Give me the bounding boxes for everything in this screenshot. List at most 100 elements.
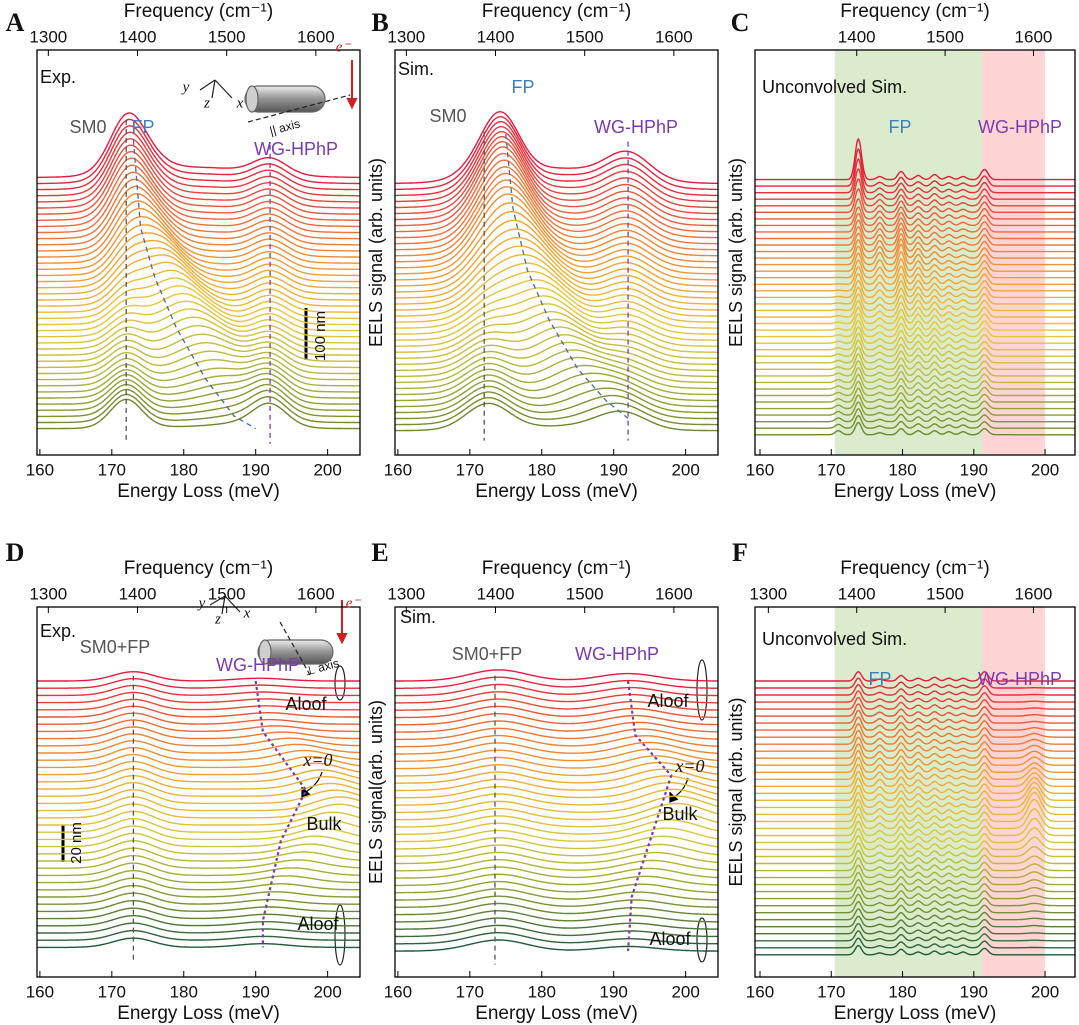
x-axis-label: Energy Loss (meV) — [834, 1003, 997, 1024]
spectrum — [755, 306, 1075, 325]
spectrum — [37, 157, 360, 221]
annotation: 100 nm — [312, 311, 329, 361]
spectrum — [755, 243, 1075, 266]
spectrum — [37, 803, 361, 819]
x2-tick-label: 1300 — [387, 584, 425, 603]
spectrum — [395, 136, 718, 215]
spectrum — [37, 350, 360, 375]
annotation: FP — [888, 117, 911, 137]
spectrum — [395, 843, 719, 857]
x2-axis-label: Frequency (cm⁻¹) — [482, 558, 631, 579]
spectrum — [395, 110, 719, 185]
x2-tick-label: 1600 — [655, 27, 693, 46]
spectrum — [755, 367, 1075, 384]
spectrum — [755, 326, 1075, 344]
x-tick-label: 180 — [528, 460, 556, 479]
spectrum — [395, 334, 718, 371]
spectrum — [755, 835, 1075, 851]
spectrum — [395, 734, 719, 748]
spectrum — [755, 743, 1075, 759]
x-tick-label: 190 — [242, 982, 270, 1001]
x2-axis-label: Frequency (cm⁻¹) — [482, 1, 631, 22]
annotation: WG-HPhP — [978, 117, 1062, 137]
spectrum — [395, 341, 718, 378]
x-tick-label: 200 — [671, 460, 699, 479]
shaded-region — [982, 50, 1046, 455]
spectrum — [755, 791, 1075, 816]
spectrum — [755, 250, 1075, 272]
spectrum — [37, 869, 360, 884]
spectrum — [395, 676, 718, 689]
spectrum — [395, 720, 718, 733]
spectrum — [755, 178, 1075, 207]
spectrum — [395, 326, 718, 365]
spectrum — [755, 168, 1075, 200]
spectrum — [37, 232, 360, 283]
spectrum — [395, 279, 718, 329]
annotation: Bulk — [662, 804, 698, 824]
spectrum — [395, 372, 718, 402]
plot-frame — [394, 606, 719, 978]
x2-tick-label: 1500 — [926, 27, 964, 46]
spectrum — [37, 308, 360, 344]
x-tick-label: 160 — [26, 460, 54, 479]
spectrum — [755, 930, 1075, 942]
x-tick-label: 170 — [98, 460, 126, 479]
spectrum — [37, 818, 361, 833]
annotation: WG-HPhP — [254, 139, 338, 159]
annotation: WG-HPhP — [216, 655, 300, 675]
spectrum — [36, 150, 360, 215]
spectrum — [394, 287, 718, 335]
spectrum — [37, 216, 360, 270]
x-tick-label: 170 — [98, 982, 126, 1001]
x2-axis-label: Frequency (cm⁻¹) — [124, 1, 273, 22]
guide-line — [132, 139, 257, 430]
spectrum — [37, 393, 360, 424]
spectrum — [37, 285, 360, 326]
spectrum — [395, 185, 718, 263]
spectrum — [395, 727, 718, 741]
x-tick-label: 190 — [960, 460, 988, 479]
y-axis-label: EELS signal (arb. units) — [726, 158, 746, 347]
spectrum — [395, 349, 718, 384]
annotation: Aloof — [297, 914, 339, 934]
spectrum — [37, 832, 361, 848]
spectrum — [37, 719, 360, 733]
spectrum — [37, 937, 360, 949]
spectrum — [37, 929, 360, 941]
spectrum — [395, 795, 719, 814]
spectrum — [37, 877, 360, 891]
spectrum — [37, 670, 360, 682]
panel: 160 170 180 190 200 1300 1400 1500 1600 Energy Lo… — [6, 538, 362, 1024]
spectrum — [755, 198, 1075, 220]
insets — [61, 60, 708, 966]
x-tick-label: 180 — [888, 982, 916, 1001]
spectrum — [37, 300, 360, 338]
spectrum — [395, 917, 718, 930]
spectrum — [755, 232, 1075, 253]
spectrum — [395, 819, 719, 835]
plot-frame — [754, 49, 1076, 456]
spectrum — [37, 144, 360, 209]
x-tick-label: 170 — [456, 460, 484, 479]
spectrum — [37, 892, 360, 905]
spectrum — [37, 367, 360, 393]
spectrum — [755, 346, 1075, 364]
spectrum — [394, 141, 718, 221]
spectrum — [755, 286, 1075, 305]
spectrum — [37, 138, 360, 203]
spectrum — [395, 768, 719, 784]
spectrum — [755, 703, 1075, 717]
x-tick-label: 160 — [746, 982, 774, 1001]
spectrum — [37, 171, 361, 234]
spectrum — [37, 677, 360, 689]
spectrum — [37, 277, 360, 320]
spectrum — [37, 200, 360, 258]
annotation: FP — [131, 117, 154, 137]
spectrum — [395, 683, 718, 697]
spectrum — [395, 159, 719, 239]
y-axis-label: EELS signal(arb. units) — [366, 700, 386, 884]
x2-tick-label: 1300 — [749, 584, 787, 603]
spectrum — [755, 729, 1075, 745]
